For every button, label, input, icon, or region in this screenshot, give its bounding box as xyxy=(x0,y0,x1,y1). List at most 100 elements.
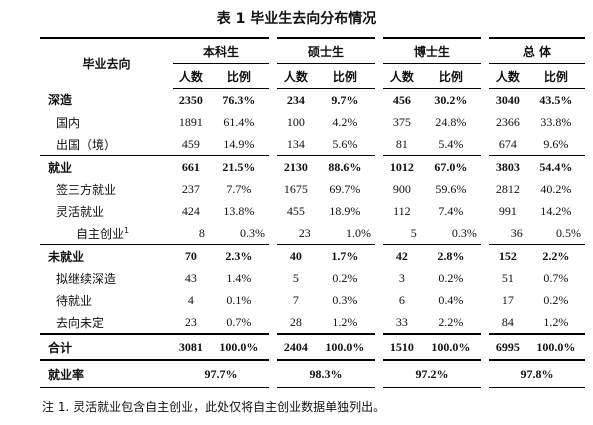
table-cell: 70 xyxy=(172,244,209,267)
table-cell: 456 xyxy=(374,88,421,111)
table-cell: 424 xyxy=(181,203,200,218)
table-row: 就业 661 21.5% 2130 88.6% 1012 67.0% 3803 54.4% xyxy=(40,155,585,178)
table-row: 灵活就业 424 13.8% 455 18.9% 112 7.4% 991 14.2% xyxy=(40,200,585,222)
table-row: 人数 比例 人数 比例 人数 比例 人数 比例 xyxy=(40,63,585,89)
table-cell: 112 xyxy=(374,200,421,222)
sub-header: 人数 xyxy=(172,63,209,89)
row-label: 出国（境） xyxy=(56,137,117,152)
table-cell: 2404 xyxy=(269,333,315,361)
table-cell: 100.0% xyxy=(526,333,585,361)
table-cell: 17 xyxy=(480,289,527,311)
table-cell: 152 xyxy=(480,244,527,267)
table-cell: 2350 xyxy=(178,92,203,107)
table-cell: 88.6% xyxy=(314,155,379,178)
table-cell: 42 xyxy=(374,244,421,267)
table-cell: 9.7% xyxy=(331,92,359,107)
table-cell: 54.4% xyxy=(526,155,585,178)
table-cell: 5 xyxy=(374,222,421,245)
table-row: 待就业 4 0.1% 7 0.3% 6 0.4% 17 0.2% xyxy=(40,289,585,311)
table-cell: 2.3% xyxy=(208,244,273,267)
sub-header: 比例 xyxy=(314,63,379,89)
table-cell: 24.8% xyxy=(435,114,467,129)
table-cell: 1675 xyxy=(269,178,315,200)
table-cell: 234 xyxy=(269,88,315,111)
table-cell: 0.2% xyxy=(438,270,464,285)
table-cell: 7.7% xyxy=(226,181,252,196)
footnote-mark: 1 xyxy=(124,225,130,235)
row-label: 去向未定 xyxy=(56,315,105,330)
table-cell: 1.2% xyxy=(332,314,358,329)
sub-header: 比例 xyxy=(208,63,273,89)
row-label: 自主创业1 xyxy=(76,225,130,241)
table-cell: 2.2% xyxy=(438,314,464,329)
table-cell: 14.2% xyxy=(540,203,572,218)
row-label: 就业率 xyxy=(40,360,173,388)
table-cell: 5 xyxy=(269,267,315,289)
table-cell: 23 xyxy=(184,314,197,329)
table-cell: 3081 xyxy=(172,333,209,361)
table-cell: 61.4% xyxy=(223,114,255,129)
table-cell: 6 xyxy=(374,289,421,311)
sub-header: 比例 xyxy=(526,63,585,89)
table-cell: 100.0% xyxy=(314,333,379,361)
table-cell: 14.9% xyxy=(223,136,255,151)
table-cell: 8 xyxy=(198,225,205,240)
table-cell: 455 xyxy=(269,200,315,222)
sub-header: 人数 xyxy=(269,63,315,89)
corner-header: 毕业去向 xyxy=(40,37,173,89)
table-cell: 5.4% xyxy=(438,136,464,151)
table-cell: 1.0% xyxy=(345,225,371,240)
table-row: 未就业 70 2.3% 40 1.7% 42 2.8% 152 2.2% xyxy=(40,244,585,267)
group-header: 博士生 xyxy=(374,37,485,64)
table-cell: 97.7% xyxy=(172,360,273,388)
table-row: 国内 1891 61.4% 100 4.2% 375 24.8% 2366 33.8% xyxy=(40,111,585,133)
table-cell: 33 xyxy=(374,311,421,334)
table: 毕业去向 本科生 硕士生 博士生总 体人数 比例 人数 比例 人数 比例 人数 比例 深造 2350 76… xyxy=(40,37,585,388)
table-cell: 84 xyxy=(480,311,527,334)
table-cell: 97.2% xyxy=(374,360,485,388)
table-cell: 237 xyxy=(181,181,200,196)
group-header: 硕士生 xyxy=(268,37,379,64)
table-row: 签三方就业 237 7.7% 1675 69.7% 900 59.6% 2812 40.2% xyxy=(40,178,585,200)
table-row: 深造 2350 76.3% 234 9.7% 456 30.2% 3040 43.5% xyxy=(40,88,585,111)
table-cell: 674 xyxy=(480,133,527,156)
group-header: 总 体 xyxy=(480,37,585,64)
table-cell: 1.4% xyxy=(226,270,252,285)
table-cell: 2.8% xyxy=(420,244,485,267)
table-cell: 0.2% xyxy=(332,270,358,285)
table-cell: 100.0% xyxy=(420,333,485,361)
table-cell: 0.3% xyxy=(332,292,358,307)
sub-header: 比例 xyxy=(420,63,485,89)
table-cell: 40.2% xyxy=(540,181,572,196)
table-cell: 30.2% xyxy=(434,92,468,107)
table-cell: 2812 xyxy=(480,178,527,200)
table-title: 表 1 毕业生去向分布情况 xyxy=(216,11,377,27)
table-cell: 991 xyxy=(480,200,527,222)
table-cell: 76.3% xyxy=(222,92,256,107)
row-label: 待就业 xyxy=(56,293,93,308)
sub-header: 人数 xyxy=(480,63,527,89)
table-row: 拟继续深造 43 1.4% 5 0.2% 3 0.2% 51 0.7% xyxy=(40,267,585,289)
row-label: 灵活就业 xyxy=(56,204,105,219)
table-cell: 100 xyxy=(269,111,315,133)
table-cell: 43.5% xyxy=(539,92,573,107)
table-row: 就业率 97.7% 98.3% 97.2% 97.8% xyxy=(40,360,585,388)
table-cell: 134 xyxy=(269,133,315,156)
table-cell: 459 xyxy=(181,136,200,151)
table-cell: 0.3% xyxy=(451,225,477,240)
table-cell: 3040 xyxy=(480,88,527,111)
table-cell: 6995 xyxy=(480,333,527,361)
table-cell: 28 xyxy=(269,311,315,334)
table-cell: 1510 xyxy=(374,333,421,361)
table-cell: 0.4% xyxy=(438,292,464,307)
table-cell: 0.1% xyxy=(226,292,252,307)
row-label: 合计 xyxy=(40,333,173,361)
table-cell: 0.7% xyxy=(226,314,252,329)
row-label: 未就业 xyxy=(40,244,173,267)
table-cell: 0.7% xyxy=(543,270,569,285)
table-cell: 4 xyxy=(187,292,194,307)
table-cell: 69.7% xyxy=(329,181,361,196)
group-header: 本科生 xyxy=(172,37,273,64)
table-cell: 40 xyxy=(269,244,315,267)
